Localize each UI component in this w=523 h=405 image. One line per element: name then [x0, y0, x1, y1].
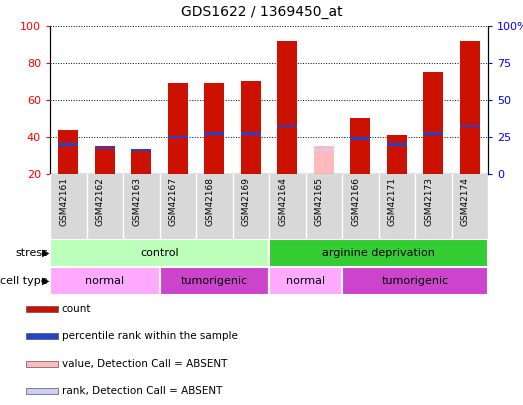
Text: GSM42174: GSM42174	[461, 177, 470, 226]
Bar	[423, 72, 444, 174]
Bar	[58, 143, 78, 146]
Bar	[204, 83, 224, 174]
Text: GSM42169: GSM42169	[242, 177, 251, 226]
Text: normal: normal	[286, 276, 325, 286]
Text: tumorigenic: tumorigenic	[180, 276, 248, 286]
Bar	[50, 239, 269, 267]
Bar	[460, 124, 480, 127]
Bar	[26, 361, 58, 367]
Text: GSM42162: GSM42162	[96, 177, 105, 226]
Bar	[58, 130, 78, 174]
Bar	[26, 333, 58, 339]
Text: value, Detection Call = ABSENT: value, Detection Call = ABSENT	[62, 359, 227, 369]
Bar	[342, 267, 488, 295]
Text: cell type: cell type	[1, 276, 48, 286]
Bar	[26, 388, 58, 394]
Bar	[241, 132, 261, 135]
Bar	[241, 81, 261, 174]
Text: GSM42163: GSM42163	[132, 177, 141, 226]
Bar	[277, 124, 297, 127]
Text: GSM42165: GSM42165	[315, 177, 324, 226]
Text: normal: normal	[85, 276, 124, 286]
Text: arginine deprivation: arginine deprivation	[322, 248, 435, 258]
Text: percentile rank within the sample: percentile rank within the sample	[62, 331, 237, 341]
Text: count: count	[62, 304, 91, 314]
Bar	[269, 267, 342, 295]
Bar	[26, 306, 58, 311]
Bar	[386, 143, 407, 146]
Bar	[314, 146, 334, 174]
Text: GSM42166: GSM42166	[351, 177, 360, 226]
Text: GDS1622 / 1369450_at: GDS1622 / 1369450_at	[180, 5, 343, 19]
Bar	[277, 41, 297, 174]
Text: GSM42167: GSM42167	[169, 177, 178, 226]
Text: GSM42161: GSM42161	[59, 177, 68, 226]
Text: GSM42173: GSM42173	[424, 177, 433, 226]
Bar	[269, 239, 488, 267]
Text: ▶: ▶	[42, 248, 50, 258]
Bar	[168, 83, 188, 174]
Text: rank, Detection Call = ABSENT: rank, Detection Call = ABSENT	[62, 386, 222, 396]
Text: GSM42168: GSM42168	[205, 177, 214, 226]
Bar	[168, 136, 188, 139]
Bar	[95, 147, 115, 149]
Bar	[350, 119, 370, 174]
Bar	[460, 41, 480, 174]
Text: control: control	[140, 248, 179, 258]
Bar	[350, 137, 370, 140]
Text: ▶: ▶	[42, 276, 50, 286]
Text: stress: stress	[15, 248, 48, 258]
Bar	[314, 149, 334, 151]
Text: GSM42164: GSM42164	[278, 177, 287, 226]
Bar	[386, 135, 407, 174]
Bar	[131, 150, 151, 174]
Text: GSM42171: GSM42171	[388, 177, 397, 226]
Bar	[160, 267, 269, 295]
Bar	[95, 146, 115, 174]
Bar	[50, 267, 160, 295]
Bar	[131, 149, 151, 151]
Bar	[204, 132, 224, 135]
Bar	[423, 132, 444, 135]
Text: tumorigenic: tumorigenic	[381, 276, 449, 286]
